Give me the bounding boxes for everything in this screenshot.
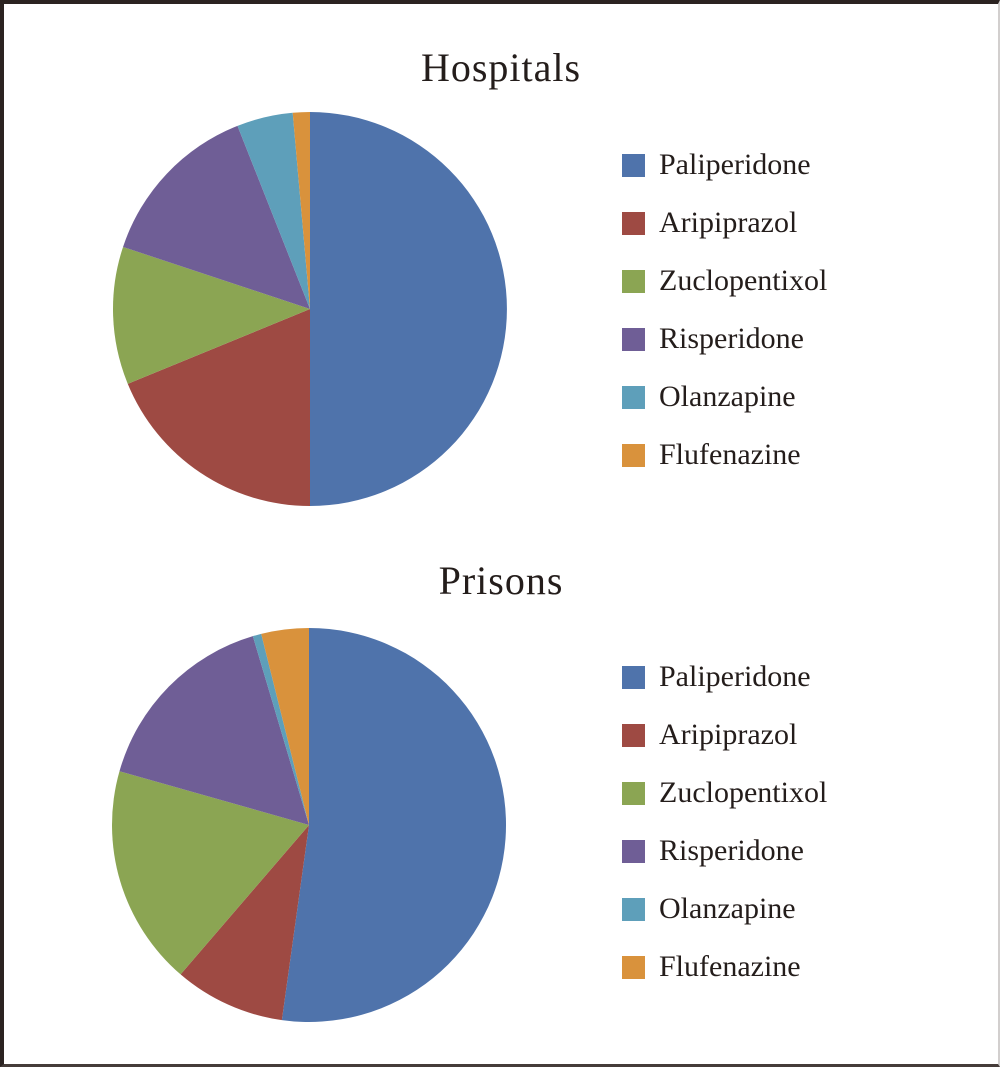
legend-swatch-olanzapine	[622, 897, 645, 921]
legend-item-zuclopentixol: Zuclopentixol	[622, 775, 827, 811]
legend-item-risperidone: Risperidone	[622, 833, 827, 869]
hospitals-chart-title: Hospitals	[420, 45, 582, 90]
pie-slice-risperidone	[123, 125, 310, 309]
legend-item-flufenazine: Flufenazine	[622, 437, 827, 473]
hospitals-legend: Paliperidone Aripiprazol Zuclopentixol Risp…	[622, 147, 827, 495]
legend-label: Risperidone	[659, 322, 804, 355]
legend-label: Risperidone	[659, 834, 804, 867]
legend-item-aripiprazol: Aripiprazol	[622, 205, 827, 241]
legend-swatch-risperidone	[622, 839, 645, 863]
legend-swatch-risperidone	[622, 327, 645, 351]
legend-label: Olanzapine	[659, 892, 796, 925]
legend-label: Paliperidone	[659, 660, 811, 693]
legend-label: Aripiprazol	[659, 718, 798, 751]
legend-swatch-olanzapine	[622, 385, 645, 409]
prisons-legend: Paliperidone Aripiprazol Zuclopentixol Risp…	[622, 659, 827, 1007]
legend-label: Zuclopentixol	[659, 264, 828, 297]
pie-slice-flufenazine	[292, 112, 310, 309]
legend-label: Aripiprazol	[659, 206, 798, 239]
legend-label: Olanzapine	[659, 380, 796, 413]
legend-label: Flufenazine	[659, 950, 801, 983]
pie-slice-olanzapine	[252, 633, 309, 825]
legend-label: Flufenazine	[659, 438, 801, 471]
legend-label: Paliperidone	[659, 148, 811, 181]
pie-slice-paliperidone	[281, 628, 507, 1022]
legend-item-aripiprazol: Aripiprazol	[622, 717, 827, 753]
legend-swatch-flufenazine	[622, 443, 645, 467]
legend-item-zuclopentixol: Zuclopentixol	[622, 263, 827, 299]
legend-item-flufenazine: Flufenazine	[622, 949, 827, 985]
pie-slice-zuclopentixol	[111, 771, 309, 975]
legend-swatch-zuclopentixol	[622, 781, 645, 805]
legend-swatch-paliperidone	[622, 153, 645, 177]
legend-swatch-aripiprazol	[622, 211, 645, 235]
legend-item-paliperidone: Paliperidone	[622, 147, 827, 183]
pie-slice-flufenazine	[261, 628, 309, 825]
pie-slice-risperidone	[119, 636, 309, 825]
legend-item-olanzapine: Olanzapine	[622, 891, 827, 927]
pie-slice-zuclopentixol	[113, 246, 310, 384]
pie-slice-olanzapine	[237, 112, 310, 309]
hospitals-pie-chart	[113, 112, 507, 506]
legend-swatch-paliperidone	[622, 665, 645, 689]
pie-slice-aripiprazol	[127, 309, 310, 506]
legend-swatch-flufenazine	[622, 955, 645, 979]
legend-swatch-zuclopentixol	[622, 269, 645, 293]
prisons-pie-chart	[111, 628, 507, 1022]
legend-item-olanzapine: Olanzapine	[622, 379, 827, 415]
legend-item-paliperidone: Paliperidone	[622, 659, 827, 695]
legend-swatch-aripiprazol	[622, 723, 645, 747]
pie-slice-aripiprazol	[180, 825, 309, 1021]
prisons-chart-title: Prisons	[438, 558, 564, 603]
legend-item-risperidone: Risperidone	[622, 321, 827, 357]
legend-label: Zuclopentixol	[659, 776, 828, 809]
pie-slice-paliperidone	[310, 112, 507, 506]
